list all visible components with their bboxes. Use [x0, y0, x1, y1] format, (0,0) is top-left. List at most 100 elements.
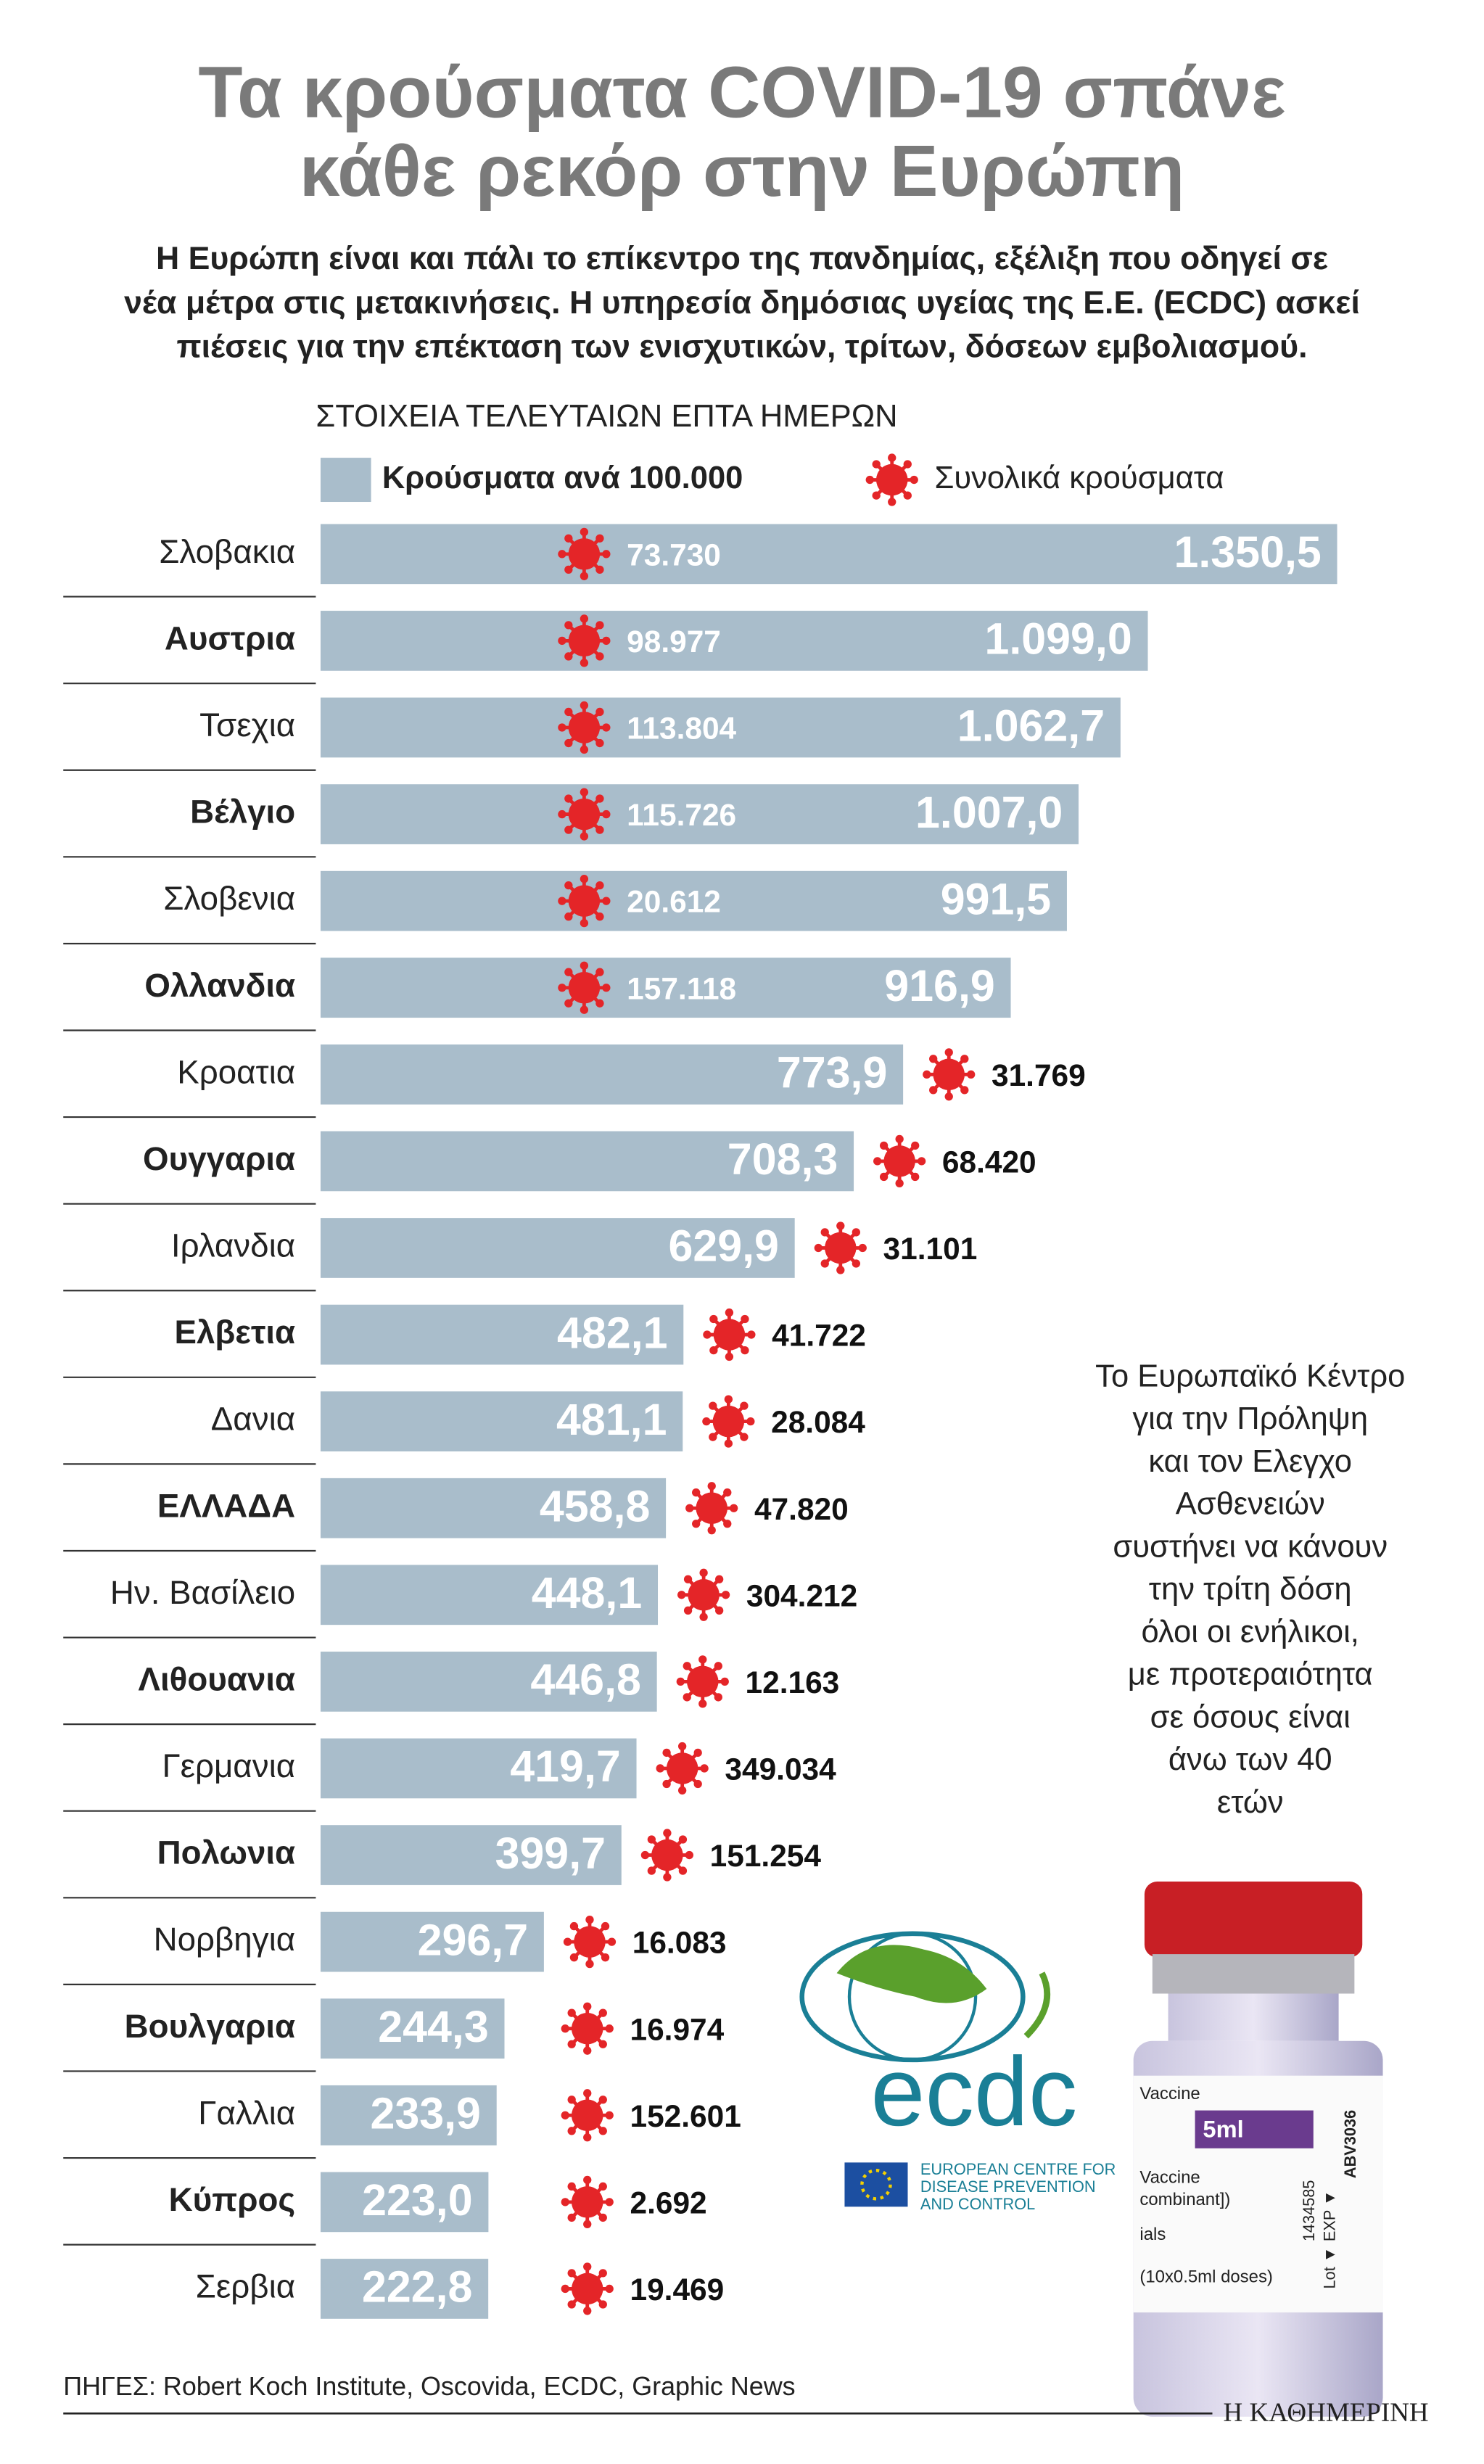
- virus-tip: [944, 1048, 953, 1057]
- bar: [320, 697, 1121, 758]
- virus-tip: [558, 984, 566, 992]
- note-line: ετών: [1217, 1785, 1284, 1820]
- bar-value-label: 482,1: [557, 1308, 667, 1357]
- legend-label: Συνολικά κρούσματα: [934, 461, 1224, 495]
- virus-tip: [595, 534, 604, 543]
- total-cases-label: 20.612: [627, 885, 721, 919]
- virus-tip: [698, 1699, 707, 1708]
- virus-tip: [879, 1141, 889, 1150]
- virus-tip: [598, 2182, 607, 2191]
- virus-tip: [647, 1835, 656, 1844]
- virus-tip: [567, 2096, 576, 2104]
- note-line: όλοι οι ενήλικοι,: [1142, 1615, 1359, 1649]
- virus-tip: [585, 1915, 594, 1924]
- legend-label: Κρούσματα ανά 100.000: [382, 461, 743, 495]
- virus-tip: [656, 1764, 664, 1773]
- virus-tip: [858, 1243, 867, 1253]
- virus-tip: [662, 1779, 671, 1789]
- note-line: την τρίτη δόση: [1149, 1572, 1352, 1607]
- virus-tip: [683, 1606, 693, 1615]
- virus-tip: [585, 1959, 594, 1969]
- virus-tip: [683, 1575, 693, 1583]
- bar: [320, 1825, 622, 1885]
- virus-tip: [836, 1221, 845, 1230]
- bar-value-label: 991,5: [941, 874, 1051, 923]
- bar: [320, 1738, 637, 1799]
- virus-icon: [865, 453, 918, 506]
- category-label: Κροατια: [177, 1053, 295, 1090]
- virus-body: [666, 1752, 698, 1784]
- category-label: Τσεχια: [199, 706, 295, 743]
- bar-value-label: 223,0: [362, 2175, 472, 2225]
- virus-tip: [703, 1330, 712, 1339]
- vial-text: Lot ▼: [1320, 2247, 1338, 2289]
- virus-tip: [602, 984, 611, 992]
- virus-body: [875, 463, 908, 496]
- virus-body: [713, 1319, 746, 1351]
- virus-tip: [820, 1259, 829, 1268]
- virus-tip: [598, 2127, 607, 2135]
- virus-tip: [740, 1433, 749, 1441]
- virus-tip: [929, 1086, 938, 1095]
- virus-tip: [865, 475, 874, 485]
- virus-body: [568, 712, 601, 743]
- virus-tip: [580, 701, 589, 710]
- virus-tip: [564, 621, 573, 630]
- virus-tip: [662, 1748, 671, 1758]
- virus-tip: [910, 475, 918, 485]
- bar-value-label: 481,1: [556, 1395, 667, 1444]
- virus-icon: [561, 2089, 614, 2142]
- virus-tip: [693, 1779, 702, 1789]
- bar: [320, 611, 1148, 671]
- virus-icon: [702, 1395, 755, 1448]
- virus-tip: [715, 1606, 724, 1615]
- virus-body: [571, 2186, 603, 2218]
- total-cases-label: 73.730: [627, 537, 721, 572]
- virus-tip: [595, 999, 604, 1008]
- virus-tip: [714, 1662, 722, 1670]
- virus-icon: [561, 2262, 614, 2315]
- publisher: Η ΚΑΘΗΜΕΡΙΝΗ: [1224, 2398, 1429, 2428]
- virus-tip: [724, 1439, 733, 1448]
- category-label: Ιρλανδια: [171, 1227, 295, 1264]
- virus-icon: [677, 1568, 730, 1621]
- virus-tip: [580, 659, 589, 667]
- bar-value-label: 296,7: [418, 1915, 528, 1964]
- bar: [320, 1044, 904, 1105]
- virus-tip: [895, 1179, 904, 1188]
- virus-body: [825, 1232, 857, 1264]
- virus-icon: [561, 2175, 614, 2228]
- virus-tip: [558, 809, 566, 819]
- virus-body: [568, 971, 601, 1004]
- virus-tip: [699, 1568, 708, 1577]
- virus-tip: [558, 897, 566, 905]
- virus-tip: [598, 2269, 607, 2278]
- total-cases-label: 2.692: [630, 2185, 706, 2220]
- note-line: με προτεραιότητα: [1128, 1657, 1373, 1692]
- virus-tip: [564, 534, 573, 543]
- virus-tip: [724, 1395, 733, 1404]
- virus-tip: [685, 1850, 694, 1860]
- virus-tip: [595, 652, 604, 661]
- virus-tip: [602, 723, 611, 732]
- note-line: Ασθενειών: [1176, 1487, 1325, 1522]
- virus-tip: [923, 1070, 931, 1079]
- virus-icon: [558, 788, 611, 841]
- virus-tip: [567, 2300, 576, 2309]
- virus-body: [568, 798, 601, 831]
- virus-tip: [564, 565, 573, 574]
- virus-tip: [836, 1266, 845, 1274]
- virus-icon: [703, 1308, 756, 1361]
- virus-icon: [923, 1048, 976, 1101]
- source: ΠΗΓΕΣ: Robert Koch Institute, Oscovida, …: [63, 2372, 795, 2401]
- virus-tip: [903, 491, 912, 500]
- virus-tip: [595, 825, 604, 834]
- virus-tip: [895, 1134, 904, 1144]
- virus-tip: [698, 1655, 707, 1664]
- virus-tip: [607, 1937, 617, 1946]
- bar: [320, 2172, 489, 2233]
- virus-icon: [873, 1134, 926, 1188]
- virus-tip: [917, 1157, 926, 1166]
- virus-tip: [707, 1526, 716, 1535]
